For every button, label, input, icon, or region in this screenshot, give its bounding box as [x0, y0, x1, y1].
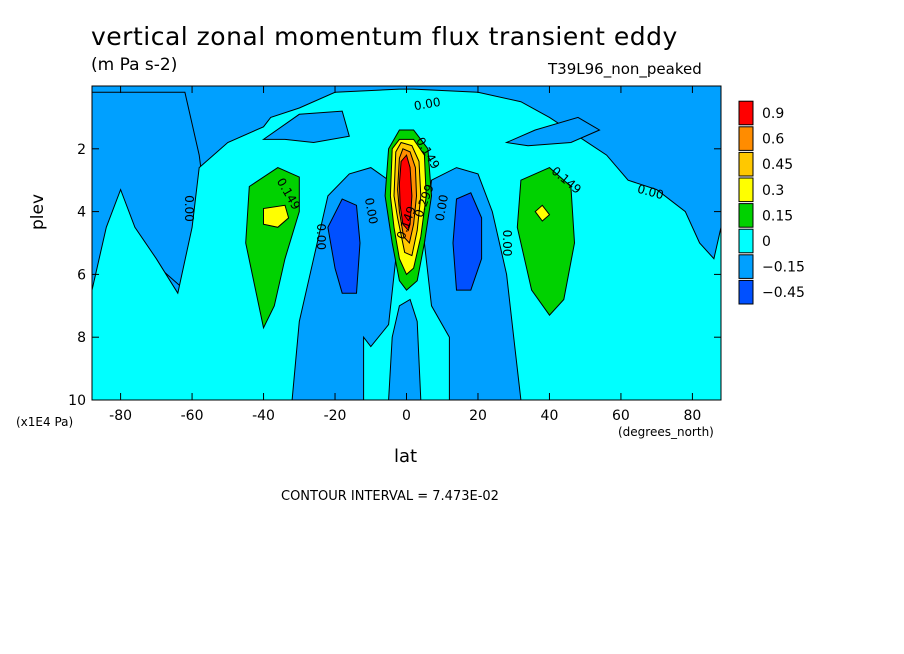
contour-region-pos-right-core	[534, 204, 551, 222]
legend-swatch	[738, 228, 754, 254]
color-legend: 0.9 0.6 0.45 0.3 0.15 0 −0.15 −0.45	[738, 100, 805, 305]
contour-region-neg-right-core	[452, 192, 483, 291]
legend-label: 0.9	[762, 106, 784, 122]
contour-label: 0.00	[314, 223, 328, 250]
contour-label: 0.00	[500, 230, 514, 257]
legend-label: 0.45	[762, 157, 793, 173]
contour-label: 0.00	[433, 193, 451, 222]
x-tick-label: -20	[324, 408, 347, 424]
y-axis-ticks: 2 4 6 8 10	[68, 142, 721, 409]
legend-label: 0	[762, 234, 771, 250]
contour-label: 0.00	[182, 195, 196, 222]
x-tick-label: 0	[402, 408, 411, 424]
x-axis-ticks: -80 -60 -40 -20 0 20 40 60 80	[109, 86, 701, 424]
contour-region-neg-left-core	[327, 198, 361, 294]
x-tick-label: -60	[181, 408, 204, 424]
x-tick-label: -80	[109, 408, 132, 424]
legend-label: 0.3	[762, 183, 784, 199]
legend-swatch	[738, 177, 754, 203]
x-tick-label: 60	[612, 408, 630, 424]
x-axis-units: (degrees_north)	[618, 425, 714, 439]
legend-swatch	[738, 203, 754, 228]
contour-label: 0.00	[636, 182, 665, 202]
contour-region-pos-left-core	[263, 204, 290, 228]
contour-region-pos-center-red	[398, 154, 413, 232]
y-axis-units: (x1E4 Pa)	[16, 415, 74, 429]
legend-label: −0.45	[762, 285, 805, 301]
x-tick-label: 40	[541, 408, 559, 424]
legend-label: 0.6	[762, 132, 784, 148]
contour-region-neg-center-stem	[388, 298, 422, 400]
legend-label: 0.15	[762, 208, 793, 224]
contour-interval-text: CONTOUR INTERVAL = 7.473E-02	[281, 489, 499, 504]
x-tick-label: 80	[683, 408, 701, 424]
dataset-label: T39L96_non_peaked	[548, 60, 702, 78]
legend-label: −0.15	[762, 260, 805, 276]
legend-swatch	[738, 279, 754, 305]
contour-region-pos-right-lobe	[516, 167, 576, 316]
y-tick-label: 6	[77, 267, 86, 283]
contour-label: 0.00	[362, 197, 380, 226]
y-tick-label: 2	[77, 142, 86, 158]
chart-units: (m Pa s-2)	[91, 55, 178, 75]
legend-swatch	[738, 254, 754, 279]
legend-swatch	[738, 100, 754, 126]
contour-region-neg-upper-left-pocket	[261, 110, 350, 144]
y-tick-label: 10	[68, 393, 86, 409]
y-tick-label: 4	[77, 205, 86, 221]
x-tick-label: -40	[252, 408, 275, 424]
y-tick-label: 8	[77, 330, 86, 346]
legend-swatch	[738, 151, 754, 177]
x-tick-label: 20	[469, 408, 487, 424]
x-axis-label: lat	[394, 446, 418, 467]
contour-label: 0.00	[413, 95, 442, 113]
contour-region-neg-upper-right-pocket	[504, 116, 601, 147]
legend-swatch	[738, 126, 754, 151]
contour-fills	[92, 88, 721, 400]
chart-title: vertical zonal momentum flux transient e…	[91, 22, 678, 51]
